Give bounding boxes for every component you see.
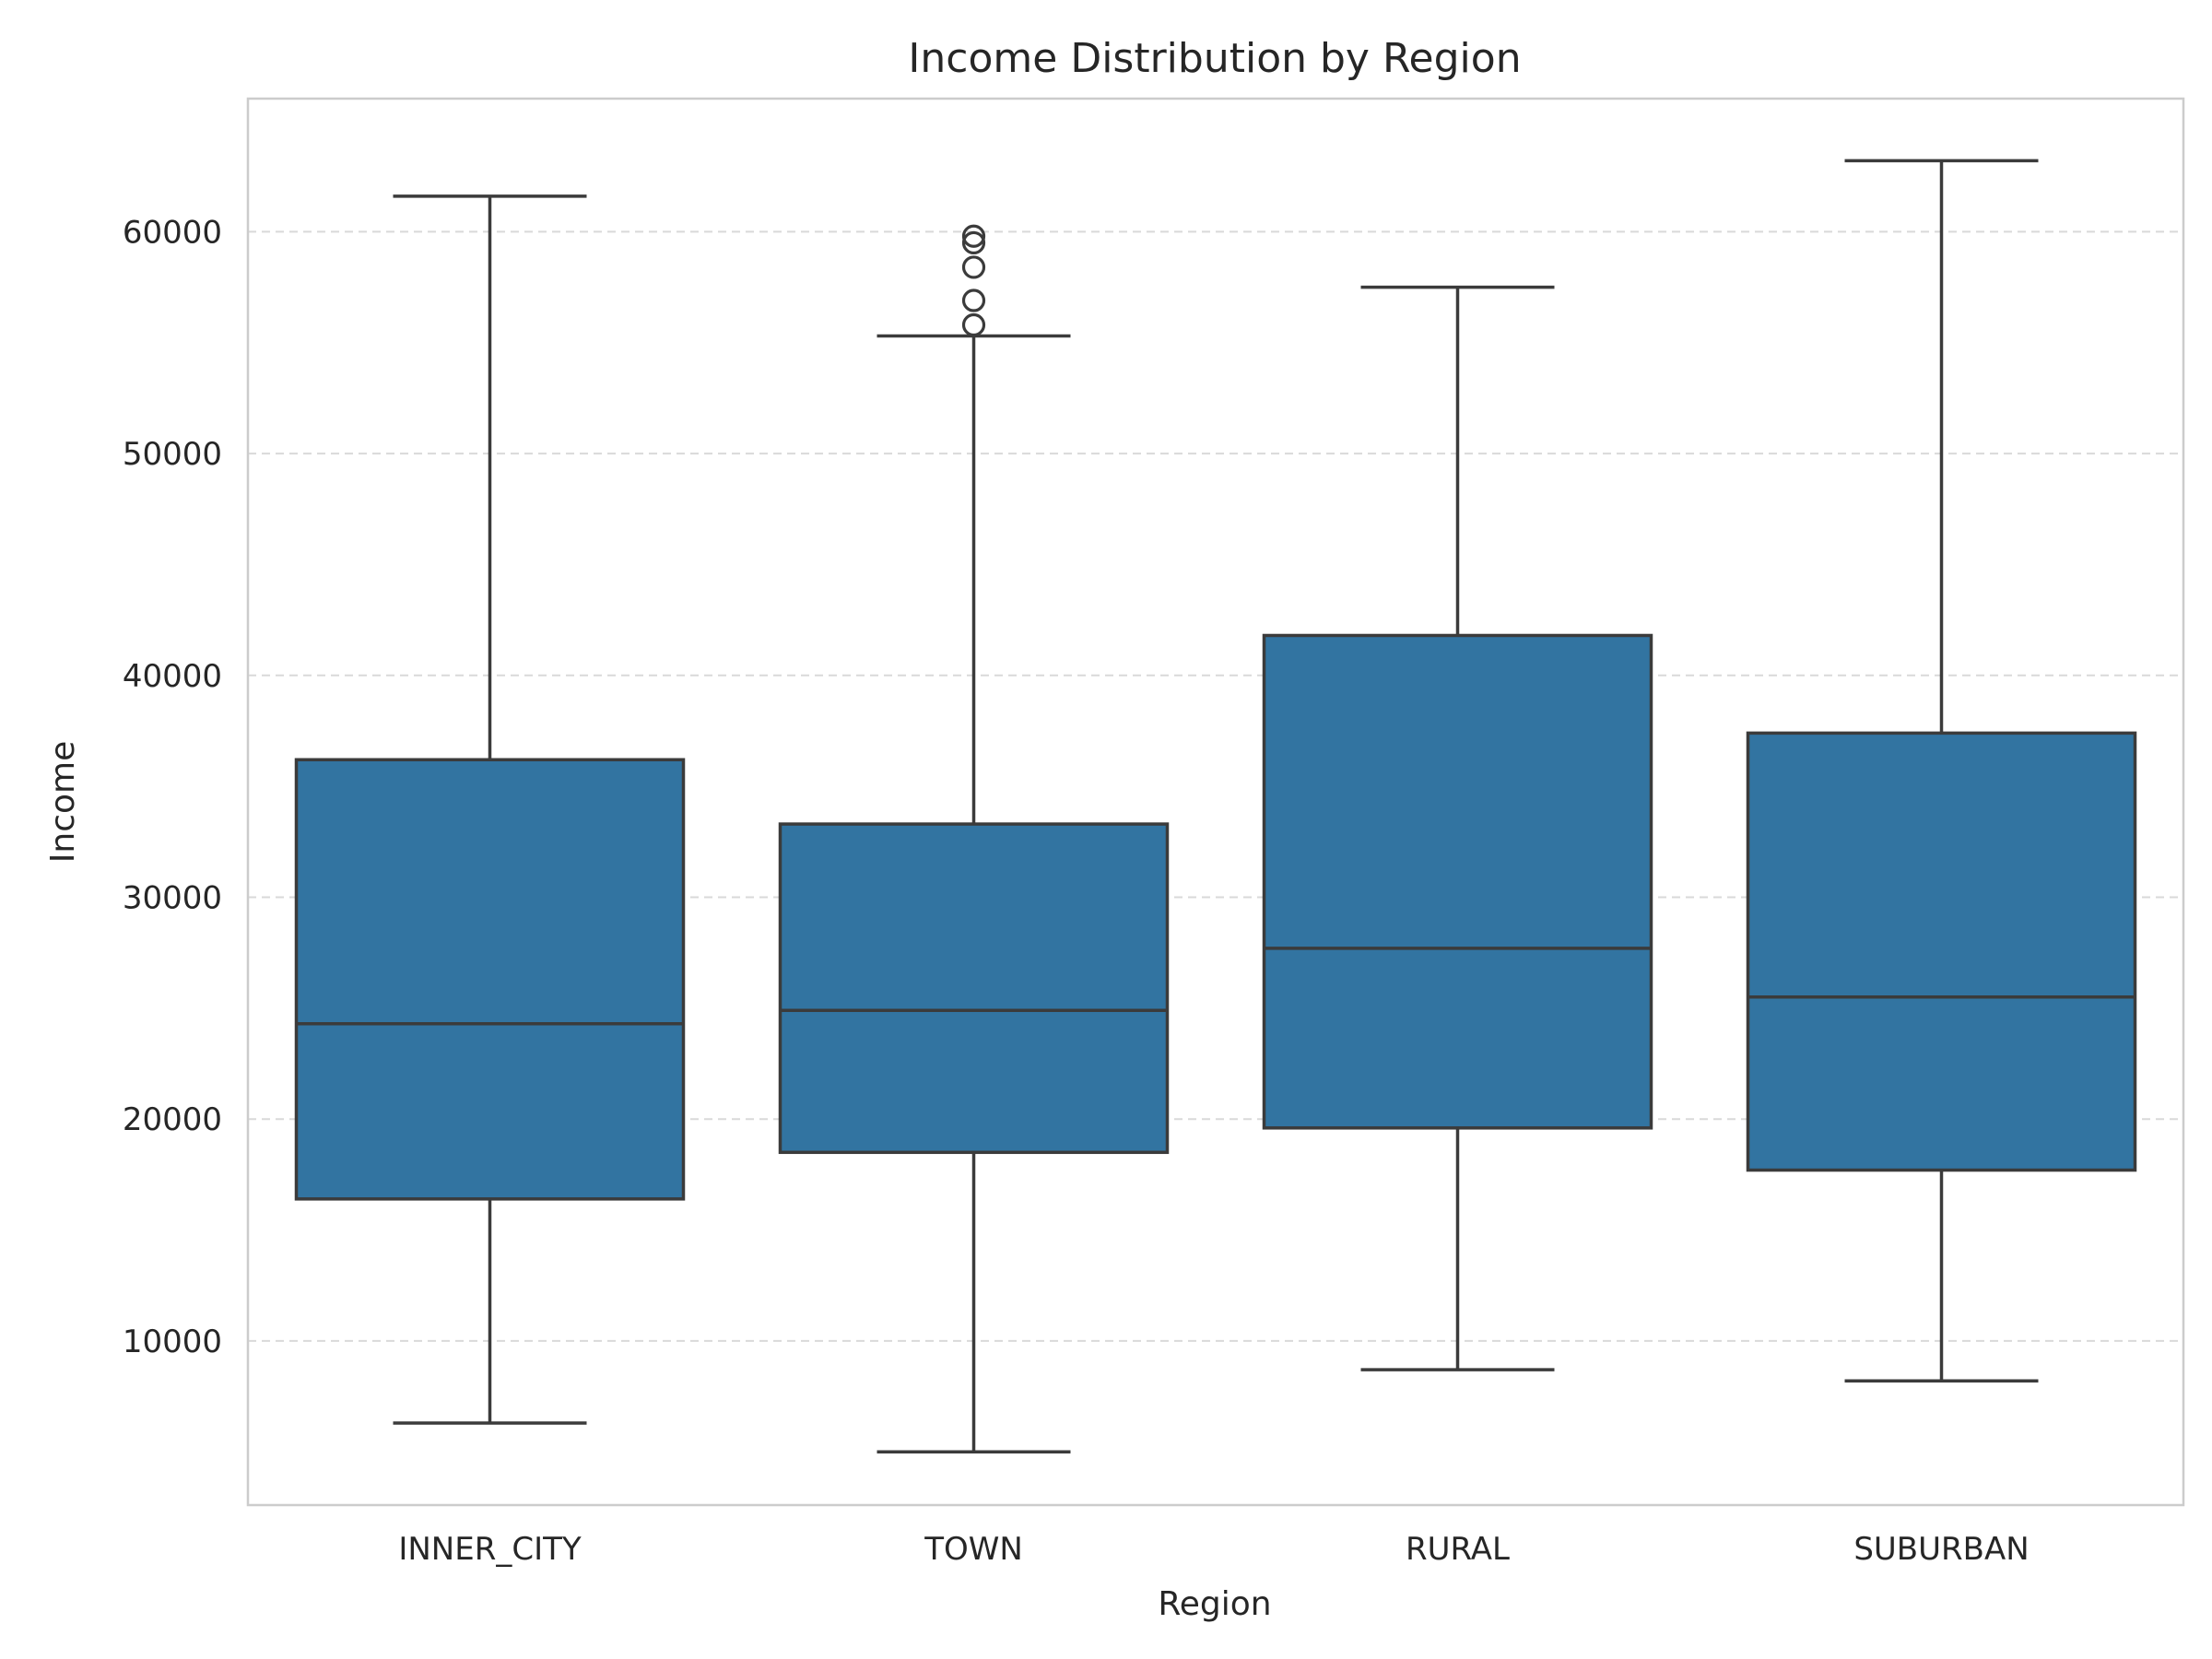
iqr-box — [1262, 633, 1653, 1130]
iqr-box — [294, 758, 686, 1201]
chart-title: Income Distribution by Region — [908, 35, 1521, 82]
iqr-box — [778, 822, 1170, 1155]
y-axis-label: Income — [44, 741, 82, 863]
iqr-box — [1746, 731, 2137, 1172]
x-tick-label: INNER_CITY — [398, 1531, 582, 1568]
y-tick-label: 10000 — [123, 1324, 222, 1360]
x-axis-label: Region — [1158, 1585, 1271, 1623]
x-tick-label: SUBURBAN — [1853, 1531, 2029, 1568]
outlier-point — [961, 230, 986, 255]
box-group-inner-city — [294, 194, 686, 1425]
y-tick-label: 50000 — [123, 436, 222, 473]
boxes — [294, 159, 2137, 1453]
outlier-point — [961, 312, 986, 337]
plot-frame — [246, 97, 2185, 1507]
y-tick-label: 30000 — [123, 879, 222, 916]
box-group-town — [778, 224, 1170, 1453]
x-tick-labels: INNER_CITY TOWN RURAL SUBURBAN — [398, 1531, 2029, 1568]
box-group-rural — [1262, 285, 1653, 1371]
y-tick-labels: 10000 20000 30000 40000 50000 60000 — [123, 214, 222, 1359]
outlier-point — [961, 255, 986, 279]
outlier-point — [961, 288, 986, 312]
y-tick-label: 20000 — [123, 1101, 222, 1138]
x-tick-label: TOWN — [924, 1531, 1023, 1568]
x-tick-label: RURAL — [1406, 1531, 1510, 1568]
y-tick-label: 60000 — [123, 214, 222, 251]
outlier-point — [961, 224, 986, 248]
y-tick-label: 40000 — [123, 658, 222, 695]
box-group-suburban — [1746, 159, 2137, 1382]
